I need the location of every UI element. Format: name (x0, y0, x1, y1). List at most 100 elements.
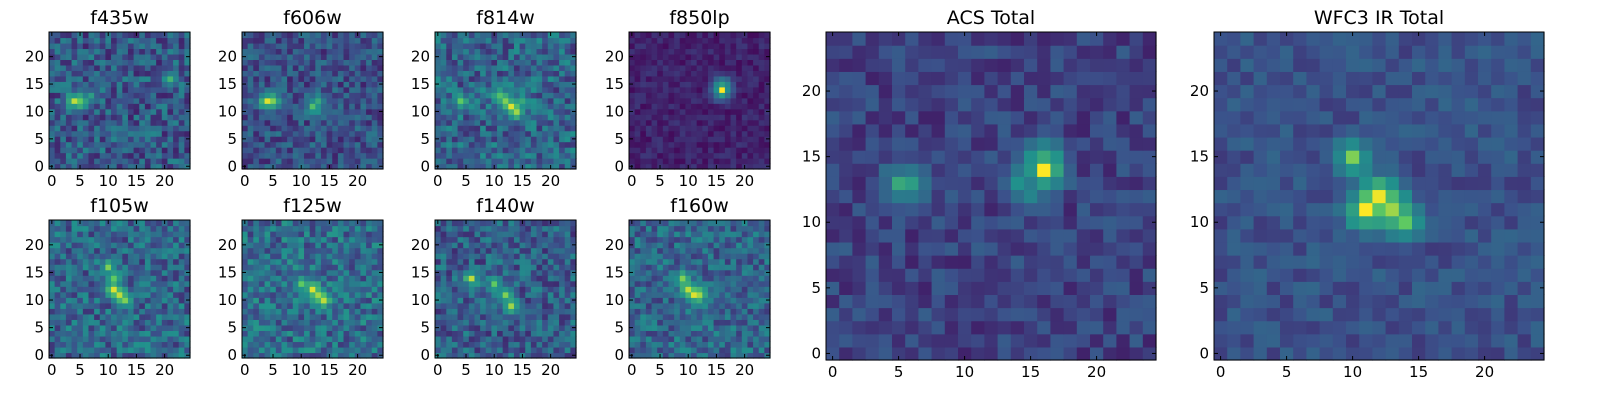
heatmap-cell (315, 130, 322, 137)
y-tick-label: 20 (25, 236, 44, 254)
heatmap-cell (480, 258, 487, 265)
heatmap-cell (184, 32, 191, 39)
heatmap-cell (88, 59, 95, 66)
heatmap-cell (724, 108, 732, 115)
heatmap-cell (71, 236, 78, 243)
heatmap-cell (77, 302, 84, 309)
heatmap-cell (446, 86, 453, 93)
heatmap-cell (94, 136, 101, 143)
heatmap-cell (730, 92, 737, 99)
heatmap-cell (474, 319, 481, 326)
heatmap-cell (730, 302, 737, 309)
heatmap-cell (326, 53, 333, 60)
heatmap-cell (281, 42, 288, 50)
heatmap-cell (111, 114, 118, 121)
heatmap-cell (139, 275, 146, 282)
heatmap-cell (457, 152, 464, 159)
heatmap-cell (292, 335, 299, 343)
heatmap-cell (502, 86, 509, 93)
heatmap-cell (88, 275, 95, 282)
heatmap-cell (167, 275, 174, 282)
heatmap-cell (161, 319, 169, 326)
heatmap-cell (542, 247, 549, 254)
heatmap-cell (287, 346, 294, 354)
heatmap-cell (724, 86, 732, 93)
heatmap-cell (547, 75, 555, 82)
heatmap-cell (662, 92, 670, 99)
heatmap-cell (287, 32, 294, 39)
heatmap-cell (491, 48, 498, 55)
heatmap-cell (536, 335, 543, 343)
heatmap-cell (377, 59, 384, 66)
heatmap-cell (668, 114, 675, 121)
heatmap-cell (564, 32, 571, 39)
heatmap-cell (144, 253, 152, 260)
heatmap-cell (343, 147, 350, 154)
heatmap-cell (536, 92, 543, 99)
heatmap-cell (304, 59, 311, 66)
heatmap-cell (570, 258, 577, 265)
heatmap-cell (298, 152, 305, 159)
heatmap-cell (371, 70, 378, 77)
heatmap-cell (485, 352, 492, 359)
heatmap-cell (519, 335, 526, 343)
heatmap-cell (88, 335, 95, 343)
heatmap-cell (491, 42, 498, 50)
heatmap-cell (629, 37, 636, 44)
heatmap-cell (88, 114, 95, 121)
heatmap-cell (553, 253, 560, 260)
heatmap-cell (480, 136, 487, 143)
heatmap-cell (320, 130, 328, 137)
heatmap-cell (747, 64, 754, 71)
heatmap-cell (451, 352, 459, 359)
heatmap-cell (139, 64, 146, 71)
heatmap-cell (349, 330, 356, 337)
heatmap-cell (547, 119, 555, 126)
heatmap-cell (713, 141, 720, 148)
heatmap-cell (371, 242, 378, 249)
heatmap-cell (320, 147, 328, 154)
heatmap-cell (753, 163, 760, 170)
heatmap-cell (707, 86, 715, 93)
heatmap-cell (485, 291, 492, 298)
heatmap-cell (651, 92, 658, 99)
heatmap-cell (247, 291, 254, 298)
heatmap-cell (82, 141, 90, 148)
heatmap-cell (292, 302, 299, 309)
heatmap-cell (71, 97, 78, 104)
heatmap-cell (536, 114, 543, 121)
heatmap-cell (94, 258, 101, 265)
heatmap-cell (564, 319, 571, 326)
y-tick-label: 5 (614, 130, 624, 148)
heatmap-cell (371, 37, 378, 44)
heatmap-cell (691, 335, 698, 343)
heatmap-cell (679, 114, 686, 121)
heatmap-cell (242, 225, 249, 232)
heatmap-cell (292, 103, 299, 110)
heatmap-cell (570, 119, 577, 126)
heatmap-cell (337, 236, 345, 243)
heatmap-cell (485, 42, 492, 50)
heatmap-cell (270, 269, 277, 276)
heatmap-cell (640, 324, 647, 331)
heatmap-cell (764, 114, 771, 121)
heatmap-cell (139, 258, 146, 265)
axes-frame (241, 31, 384, 170)
heatmap-cell (144, 141, 152, 148)
heatmap-cell (542, 231, 549, 238)
heatmap-cell (497, 242, 504, 249)
heatmap-cell (49, 225, 56, 232)
heatmap-cell (536, 302, 543, 309)
heatmap-cell (178, 231, 185, 238)
heatmap-cell (468, 319, 476, 326)
heatmap-cell (88, 147, 95, 154)
heatmap-cell (446, 225, 453, 232)
heatmap-cell (167, 302, 174, 309)
heatmap-cell (264, 308, 271, 315)
heatmap-cell (440, 125, 447, 132)
heatmap-cell (519, 70, 526, 77)
heatmap-cell (519, 103, 526, 110)
heatmap-cell (679, 286, 686, 293)
heatmap-cell (258, 291, 266, 298)
heatmap-cell (242, 103, 249, 110)
